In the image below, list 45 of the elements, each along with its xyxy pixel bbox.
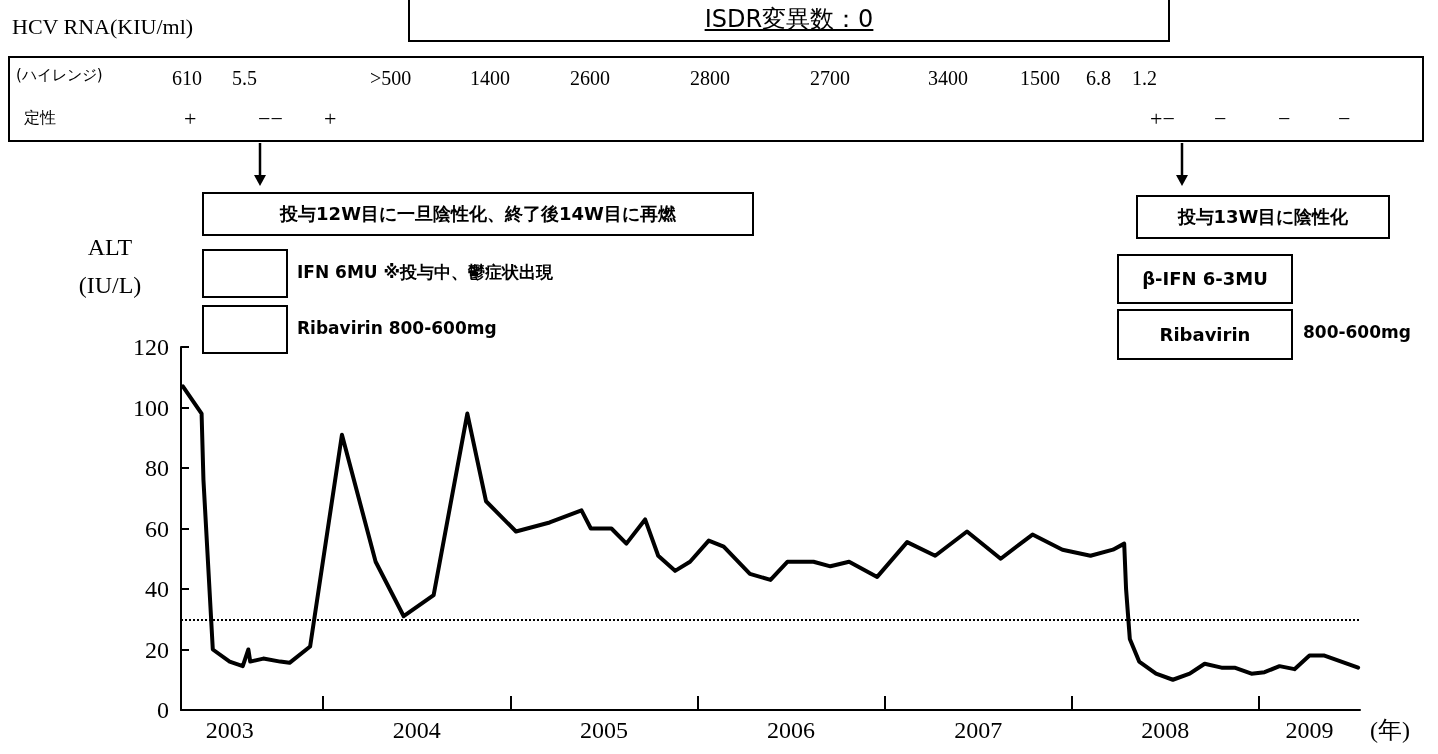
x-tick-label: 2008	[1141, 717, 1190, 743]
text: −	[1214, 106, 1227, 133]
y-tick-label: 0	[157, 697, 169, 723]
text: 2700	[810, 66, 850, 90]
text: 1500	[1020, 66, 1060, 90]
text: 3400	[928, 66, 968, 90]
x-tick-label: 2004	[392, 717, 441, 743]
x-tick-label: 2006	[767, 717, 816, 743]
x-tick-label: 2007	[954, 717, 1003, 743]
x-axis-title: (年)	[1370, 716, 1410, 745]
y-axis-title: ALT (IU/L)	[77, 233, 143, 301]
y-tick-label: 60	[145, 515, 169, 542]
y-tick-label: 100	[133, 394, 169, 421]
text: −−	[258, 106, 283, 133]
text: IFN 6MU ※投与中、鬱症状出現	[297, 262, 554, 283]
text: 2800	[690, 66, 730, 90]
text: 5.5	[232, 66, 257, 90]
text: 2600	[570, 66, 610, 90]
text: 1.2	[1132, 66, 1157, 90]
text: +	[324, 106, 337, 133]
text: Ribavirin 800-600mg	[297, 318, 497, 339]
text: >500	[370, 66, 412, 90]
text: 6.8	[1086, 66, 1111, 90]
y-tick-label: 20	[145, 636, 169, 663]
text: 610	[172, 66, 202, 90]
y-tick-label: 80	[145, 455, 169, 481]
text: Ribavirin	[1117, 309, 1293, 360]
y-tick-label: 40	[145, 576, 169, 602]
text: +	[184, 106, 197, 133]
chart-title: ISDR変異数：0	[704, 5, 874, 33]
x-tick-label: 2003	[205, 717, 254, 743]
x-tick-label: 2009	[1285, 717, 1334, 743]
text: +−	[1150, 106, 1175, 133]
text: −	[1338, 106, 1351, 133]
text: (ハイレンジ)	[16, 66, 103, 84]
x-tick-label: 2005	[579, 717, 628, 743]
y-tick-label: 120	[133, 334, 169, 360]
text: 800-600mg	[1303, 322, 1411, 343]
text: HCV RNA(KIU/ml)	[12, 14, 194, 41]
text: −	[1278, 106, 1291, 133]
text: 投与13W目に陰性化	[1136, 195, 1390, 239]
text: 定性	[24, 108, 56, 128]
text: β-IFN 6-3MU	[1117, 254, 1293, 304]
text: 1400	[470, 66, 510, 90]
text: 投与12W目に一旦陰性化、終了後14W目に再燃	[202, 192, 754, 236]
